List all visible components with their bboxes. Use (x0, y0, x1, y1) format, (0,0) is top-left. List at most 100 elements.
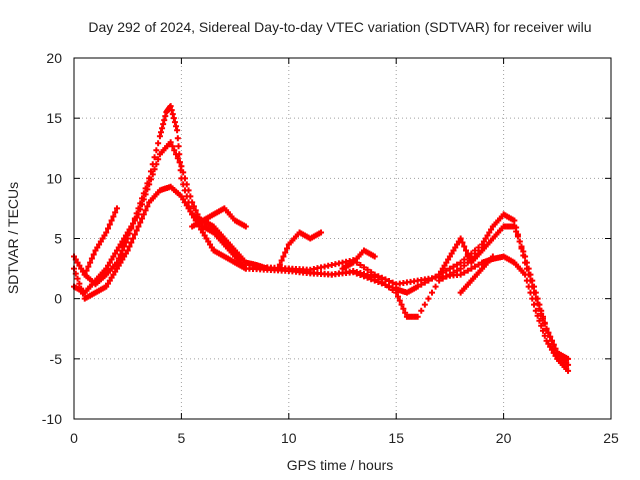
data-point (511, 217, 518, 224)
data-point-fill (284, 245, 291, 252)
data-point-fill (464, 267, 471, 274)
data-point-fill (541, 319, 548, 326)
data-point-fill (105, 225, 112, 232)
chart-title: Day 292 of 2024, Sidereal Day-to-day VTE… (88, 19, 591, 35)
data-point-fill (173, 151, 180, 158)
data-point-fill (480, 238, 487, 245)
data-point-fill (439, 265, 446, 272)
data-point (103, 283, 110, 290)
data-point-fill (183, 181, 190, 188)
data-point-fill (83, 267, 90, 274)
data-point-fill (425, 295, 432, 302)
data-point-fill (545, 329, 552, 336)
data-point-fill (119, 238, 126, 245)
plot-frame (73, 57, 612, 420)
data-point (457, 235, 464, 242)
data-point-fill (466, 255, 473, 262)
data-point-fill (108, 256, 115, 263)
data-point-fill (389, 279, 396, 286)
series-fragment-f (457, 253, 496, 296)
data-point-fill (94, 244, 101, 251)
data-point-fill (139, 215, 146, 222)
data-point-fill (448, 250, 455, 257)
data-point-fill (155, 156, 162, 163)
data-point (457, 271, 464, 278)
data-point-fill (418, 307, 425, 314)
data-point-fill (117, 259, 124, 266)
data-point-fill (106, 277, 113, 284)
data-point-fill (201, 232, 208, 239)
data-point-fill (117, 241, 124, 248)
data-point-fill (74, 259, 81, 266)
series-track-2 (71, 139, 572, 368)
data-point (371, 271, 378, 278)
data-point-fill (106, 259, 113, 266)
data-point-fill (153, 161, 160, 168)
data-point-fill (446, 265, 453, 272)
data-point-fill (486, 229, 493, 236)
data-point-fill (99, 235, 106, 242)
data-point (167, 139, 174, 146)
data-point (457, 265, 464, 272)
x-tick-label: 5 (178, 430, 186, 446)
data-point-fill (536, 317, 543, 324)
data-point-fill (110, 213, 117, 220)
data-point-fill (121, 243, 128, 250)
data-point (156, 133, 163, 140)
data-points (71, 103, 572, 374)
data-point-fill (105, 262, 112, 269)
data-point-fill (175, 143, 182, 150)
data-point (124, 229, 131, 236)
data-point-fill (181, 175, 188, 182)
data-point (522, 253, 529, 260)
data-point-fill (386, 278, 393, 285)
data-point-fill (364, 272, 371, 279)
data-point-fill (527, 289, 534, 296)
x-axis-label: GPS time / hours (287, 457, 394, 473)
data-point-fill (112, 268, 119, 275)
data-point (414, 313, 421, 320)
data-point-fill (368, 269, 375, 276)
data-point-fill (122, 232, 129, 239)
data-point (371, 253, 378, 260)
data-point-fill (139, 201, 146, 208)
data-point-fill (520, 248, 527, 255)
data-point-fill (128, 239, 135, 246)
data-point-fill (198, 226, 205, 233)
data-point-fill (450, 263, 457, 270)
data-point-fill (402, 309, 409, 316)
data-point-fill (181, 199, 188, 206)
data-point-fill (131, 231, 138, 238)
data-point-fill (471, 247, 478, 254)
data-point (178, 193, 185, 200)
data-point-fill (140, 196, 147, 203)
data-point-fill (454, 241, 461, 248)
x-tick-label: 15 (388, 430, 404, 446)
data-point-fill (475, 261, 482, 268)
data-point-fill (112, 250, 119, 257)
y-tick-label: -10 (42, 411, 62, 427)
data-point-fill (142, 191, 149, 198)
data-point (146, 181, 153, 188)
data-point-fill (180, 196, 187, 203)
data-point-fill (169, 111, 176, 118)
data-point (113, 247, 120, 254)
data-point-fill (278, 257, 285, 264)
data-point-fill (208, 244, 215, 251)
data-point-fill (151, 154, 158, 161)
data-point (350, 267, 357, 274)
data-point (532, 289, 539, 296)
y-tick-label: -5 (50, 351, 63, 367)
data-point-fill (280, 253, 287, 260)
data-point (543, 325, 550, 332)
data-point-fill (382, 276, 389, 283)
data-point-fill (550, 349, 557, 356)
data-point-fill (475, 244, 482, 251)
data-point-fill (443, 259, 450, 266)
data-point-fill (394, 293, 401, 300)
data-point-fill (482, 235, 489, 242)
data-point-fill (185, 205, 192, 212)
data-point-fill (144, 186, 151, 193)
data-point-fill (360, 270, 367, 277)
data-point-fill (382, 281, 389, 288)
